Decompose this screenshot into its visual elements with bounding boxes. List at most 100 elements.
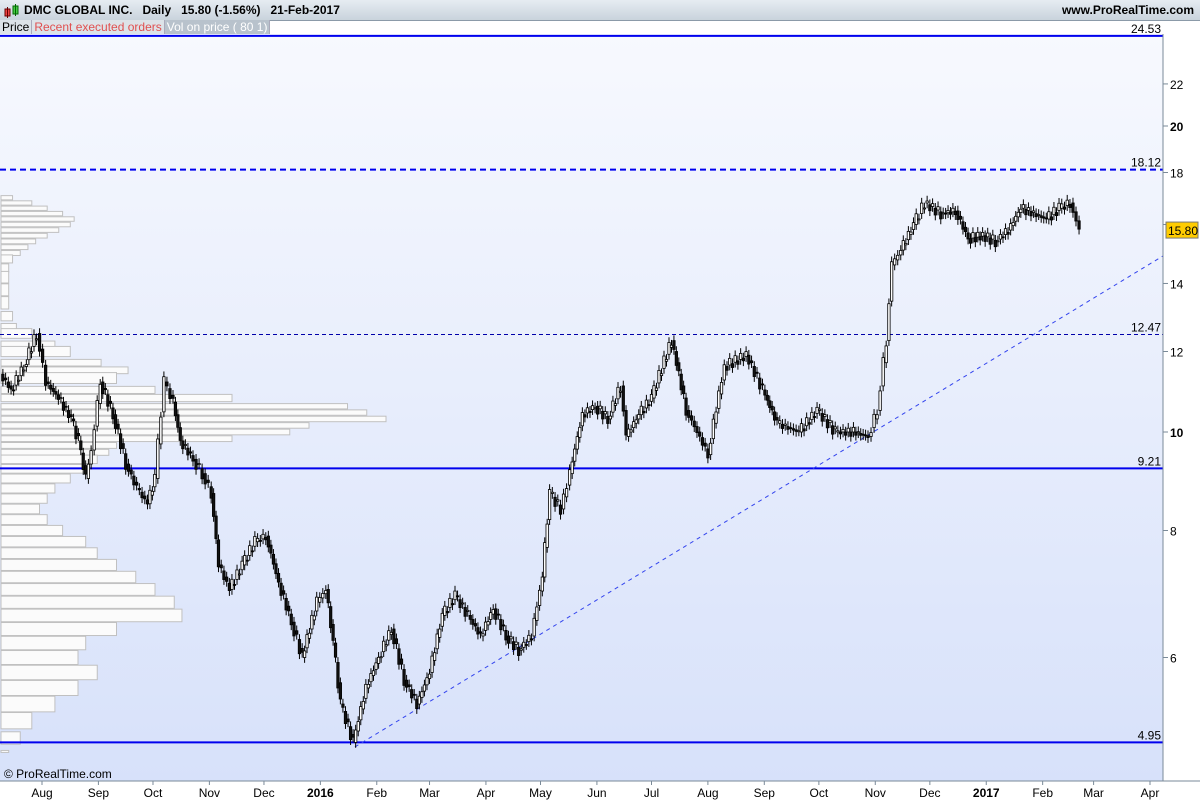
candle [674, 351, 678, 366]
volume-profile-bar [0, 595, 175, 609]
candle [356, 721, 360, 732]
tab-price[interactable]: Price [0, 20, 33, 34]
candle [553, 496, 557, 507]
candle [514, 641, 518, 645]
candle [998, 233, 1003, 240]
candle [911, 222, 916, 230]
x-tick-label: Nov [865, 786, 886, 800]
candle [872, 413, 876, 429]
volume-profile-bar [0, 200, 33, 206]
candle [603, 411, 607, 415]
candle [828, 420, 832, 424]
y-tick-label: 18 [1170, 167, 1184, 181]
volume-profile-bar [0, 483, 56, 494]
volume-profile-bar [0, 232, 48, 239]
candle [1019, 208, 1023, 213]
candle [354, 729, 358, 743]
candle [725, 366, 729, 371]
candle [642, 410, 646, 414]
volume-profile-bar [0, 263, 10, 273]
candle [225, 576, 229, 582]
candle [789, 427, 793, 430]
candle [379, 656, 383, 659]
x-tick-label: Dec [253, 786, 274, 800]
candle [851, 426, 856, 433]
candle [933, 207, 937, 216]
candle [917, 218, 921, 221]
candle [856, 431, 860, 434]
candle [159, 416, 163, 445]
volume-profile-bar [0, 227, 60, 233]
candle [963, 226, 968, 233]
candle [580, 412, 584, 427]
candle [1044, 217, 1048, 220]
candle [329, 606, 333, 629]
candle [407, 684, 411, 687]
candle [346, 718, 350, 723]
candle [338, 682, 342, 700]
candle [427, 673, 432, 680]
volume-profile-bar [0, 435, 233, 443]
volume-profile-bar [0, 493, 48, 504]
candle [815, 406, 819, 414]
candle [575, 436, 579, 450]
candle [831, 425, 835, 435]
level-label: 4.95 [1138, 728, 1162, 742]
candle [336, 662, 340, 689]
candle [188, 451, 193, 454]
x-tick-label: May [529, 786, 552, 800]
volume-profile-bar [0, 635, 87, 651]
candle [394, 638, 399, 645]
copyright: © ProRealTime.com [4, 767, 112, 781]
candle [6, 381, 10, 388]
candle [248, 545, 252, 556]
volume-profile-bar [0, 422, 310, 429]
candle [458, 599, 462, 609]
candle [420, 691, 424, 698]
candle [364, 683, 368, 699]
candle [758, 377, 762, 390]
volume-profile-bar [0, 514, 48, 526]
candle [315, 596, 319, 612]
candle [310, 614, 314, 630]
candle [543, 542, 547, 578]
candle [69, 414, 73, 418]
candle [805, 417, 809, 427]
candle [797, 430, 801, 433]
tab-recent-executed-orders[interactable]: Recent executed orders [32, 20, 165, 34]
candle [906, 230, 910, 241]
candle [124, 453, 128, 470]
candle [537, 589, 542, 606]
candle [466, 609, 470, 612]
candle [422, 684, 427, 692]
volume-profile-bar [0, 664, 98, 681]
candle [893, 258, 897, 266]
candle [478, 631, 483, 634]
candle [253, 536, 257, 547]
candle [558, 504, 563, 515]
volume-profile-bar [0, 283, 10, 297]
volume-profile-bar [0, 205, 48, 211]
candle [629, 429, 633, 433]
tab-vol-on-price[interactable]: Vol on price ( 80 1) [164, 20, 271, 34]
candle [359, 706, 363, 721]
candle [519, 648, 523, 651]
candle [232, 584, 237, 586]
candle [573, 448, 577, 462]
candle [812, 416, 817, 418]
site-link[interactable]: www.ProRealTime.com [1061, 3, 1194, 17]
candle [178, 427, 182, 441]
candle [728, 357, 732, 366]
candle [993, 239, 997, 248]
candle [150, 490, 154, 496]
candle [483, 621, 488, 631]
volume-profile-bar [0, 428, 291, 436]
candle [9, 385, 13, 390]
candle [849, 431, 853, 437]
candle [243, 555, 247, 566]
candle [300, 648, 304, 653]
candle [448, 597, 452, 608]
candle [245, 559, 249, 562]
candle [95, 400, 99, 427]
